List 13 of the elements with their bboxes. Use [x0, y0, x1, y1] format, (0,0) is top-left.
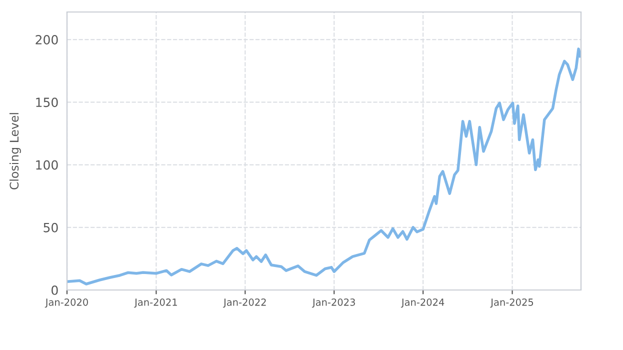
x-tick-label: Jan-2024 — [400, 298, 444, 308]
x-tick-label: Jan-2020 — [44, 298, 88, 308]
x-tick-label: Jan-2023 — [312, 298, 355, 308]
y-axis-title: Closing Level — [9, 113, 21, 190]
x-tick-label: Jan-2025 — [490, 298, 534, 308]
y-tick-label: 150 — [36, 98, 58, 108]
y-tick-label: 50 — [44, 222, 58, 232]
y-tick-label: 200 — [36, 35, 58, 44]
y-tick-label: 100 — [36, 160, 58, 170]
line-series — [67, 48, 581, 286]
y-tick-label: 0 — [52, 285, 58, 295]
x-tick-label: Jan-2021 — [134, 298, 177, 308]
x-tick-label: Jan-2022 — [223, 298, 266, 308]
